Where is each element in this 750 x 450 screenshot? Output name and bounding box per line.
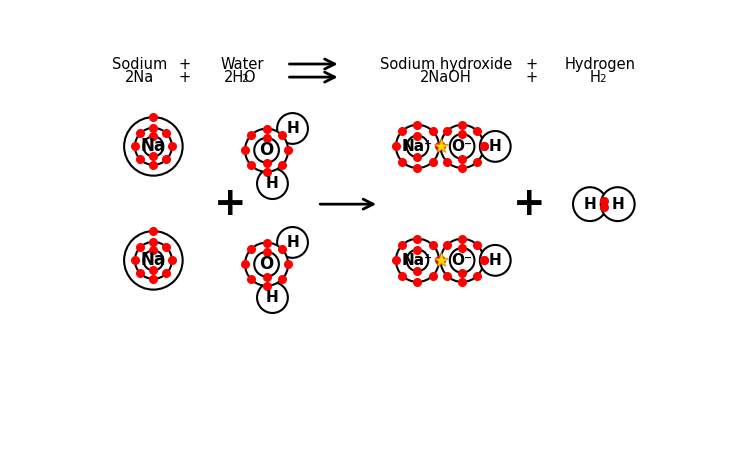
Text: 2H: 2H [224, 70, 245, 85]
Text: 2: 2 [241, 74, 248, 85]
Circle shape [124, 231, 183, 290]
Text: O: O [260, 255, 274, 273]
Circle shape [257, 282, 288, 313]
Text: H: H [611, 197, 624, 212]
Circle shape [480, 245, 511, 276]
Text: O: O [260, 141, 274, 159]
Circle shape [396, 239, 439, 282]
Text: H: H [266, 176, 279, 191]
Text: +: + [178, 70, 190, 85]
Text: O⁻: O⁻ [452, 253, 472, 268]
Circle shape [406, 250, 428, 271]
Circle shape [245, 129, 288, 172]
Circle shape [254, 252, 279, 277]
Circle shape [124, 117, 183, 176]
Text: +: + [526, 57, 538, 72]
Text: +: + [214, 185, 247, 223]
Circle shape [601, 187, 634, 221]
Text: H: H [489, 253, 502, 268]
Text: 2NaOH: 2NaOH [420, 70, 472, 85]
Circle shape [135, 128, 172, 165]
Text: Sodium: Sodium [112, 57, 167, 72]
Circle shape [277, 113, 308, 144]
Circle shape [135, 242, 172, 279]
Text: 2Na: 2Na [125, 70, 154, 85]
Text: Hydrogen: Hydrogen [565, 57, 635, 72]
Circle shape [245, 243, 288, 286]
Text: Water: Water [220, 57, 264, 72]
Text: Na⁺: Na⁺ [402, 139, 433, 154]
Circle shape [257, 168, 288, 199]
Text: Na⁺: Na⁺ [402, 253, 433, 268]
Text: Sodium hydroxide: Sodium hydroxide [380, 57, 512, 72]
Text: Na: Na [141, 252, 166, 270]
Text: O⁻: O⁻ [452, 139, 472, 154]
Circle shape [440, 239, 484, 282]
Circle shape [406, 135, 428, 157]
Circle shape [254, 138, 279, 162]
Text: H: H [286, 121, 299, 136]
Circle shape [480, 131, 511, 162]
Text: +: + [178, 57, 190, 72]
Circle shape [440, 125, 484, 168]
Text: Na: Na [141, 137, 166, 155]
Text: O: O [243, 70, 255, 85]
Text: +: + [513, 185, 545, 223]
Text: H: H [286, 235, 299, 250]
Circle shape [573, 187, 607, 221]
Text: 2: 2 [600, 74, 606, 85]
Circle shape [143, 250, 164, 270]
Text: H: H [584, 197, 596, 212]
Circle shape [396, 125, 439, 168]
Circle shape [143, 136, 164, 157]
Circle shape [450, 134, 475, 159]
Text: H: H [266, 290, 279, 305]
Text: H: H [590, 70, 600, 85]
Text: H: H [489, 139, 502, 154]
Text: +: + [526, 70, 538, 85]
Circle shape [277, 227, 308, 258]
Circle shape [450, 248, 475, 273]
